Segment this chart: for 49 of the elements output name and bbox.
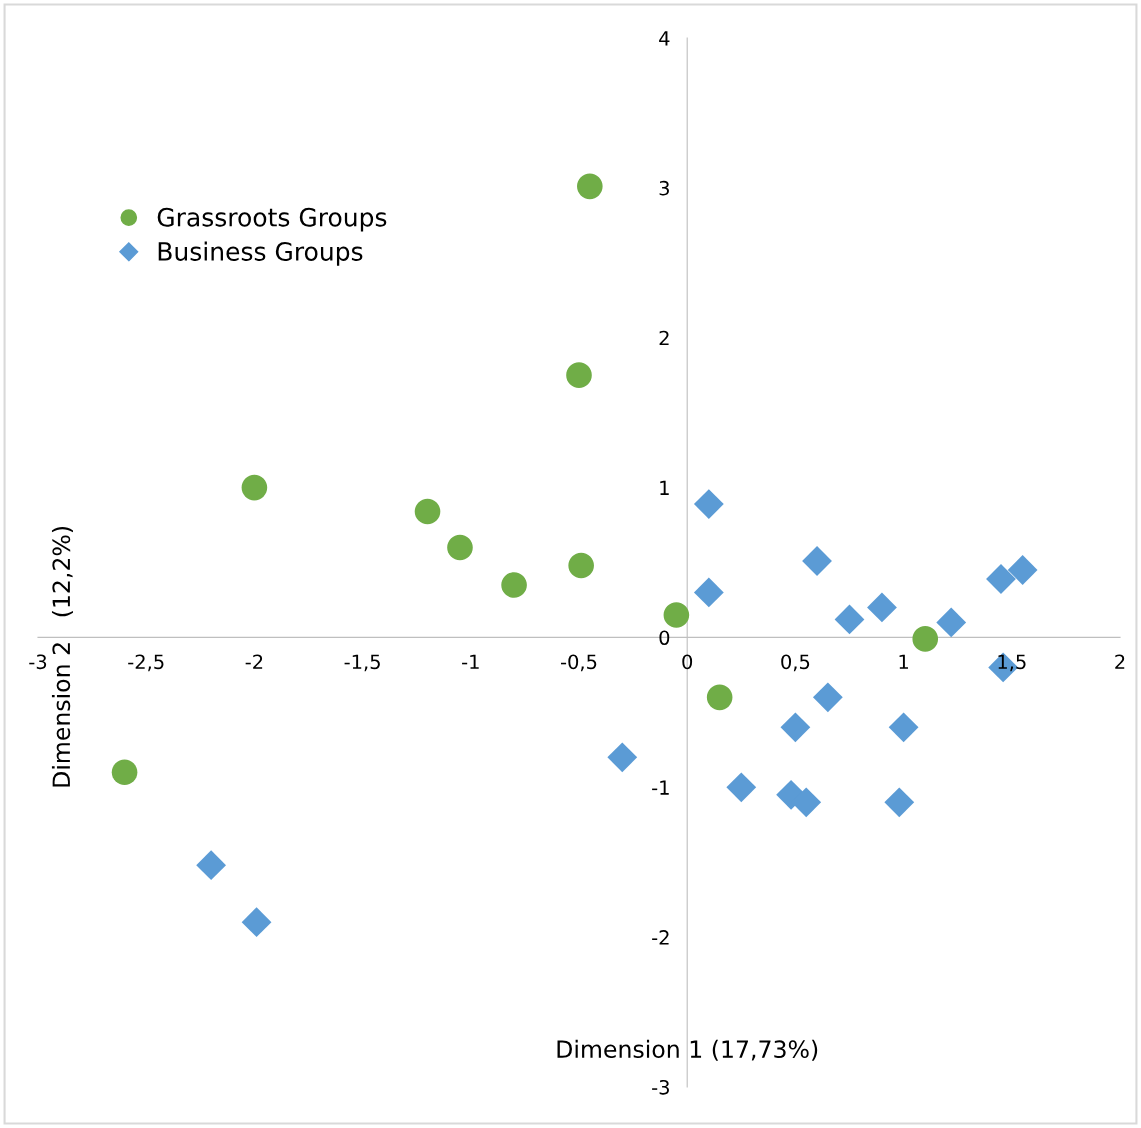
point [706, 684, 733, 711]
y-tick-label: -3 [652, 1079, 669, 1095]
x-tick-label: -2,5 [128, 654, 164, 672]
y-tick-label: -2 [652, 930, 669, 945]
x-tick-label: -3 [29, 654, 47, 670]
point [607, 742, 638, 773]
x-tick-label: -1 [462, 654, 479, 669]
y-tick-label: 2 [659, 330, 669, 346]
point [241, 907, 272, 938]
point [693, 577, 724, 608]
x-tick-label: 0,5 [781, 654, 810, 672]
point [414, 498, 441, 525]
x-tick-label: 1 [899, 654, 908, 669]
y-tick-label: -1 [652, 780, 669, 795]
x-tick-label: -2 [245, 654, 263, 669]
point [568, 552, 594, 579]
point [111, 759, 138, 786]
point [936, 607, 967, 638]
y-tick-label: 3 [659, 180, 669, 196]
x-axis-title: Dimension 1 (17,73%) [557, 1039, 818, 1061]
point [501, 572, 527, 598]
y-tick-label: 1 [660, 480, 669, 495]
point [566, 362, 592, 388]
legend-label: Grassroots Groups [157, 207, 387, 232]
point [447, 534, 473, 561]
point [802, 546, 832, 576]
point [812, 682, 843, 713]
x-tick-label: -0,5 [560, 654, 597, 672]
point [693, 489, 724, 519]
point [663, 602, 690, 628]
point [726, 772, 757, 803]
x-tick-label: 0 [682, 654, 693, 670]
point [780, 712, 811, 743]
y-axis-title: Dimension 2 (12,2%) [51, 526, 73, 787]
legend-label: Business Groups [158, 241, 363, 266]
point [912, 626, 939, 652]
point [986, 564, 1016, 594]
x-tick-label: -1,5 [344, 654, 380, 672]
point [196, 850, 227, 881]
y-tick-label: 4 [659, 31, 670, 46]
point [884, 787, 915, 818]
point [834, 604, 865, 635]
x-tick-label: 2 [1115, 654, 1125, 669]
point [1007, 555, 1038, 585]
point [241, 474, 268, 501]
point [888, 712, 919, 743]
y-tick-label: 0 [659, 630, 670, 646]
point [577, 173, 603, 200]
point [867, 592, 897, 623]
